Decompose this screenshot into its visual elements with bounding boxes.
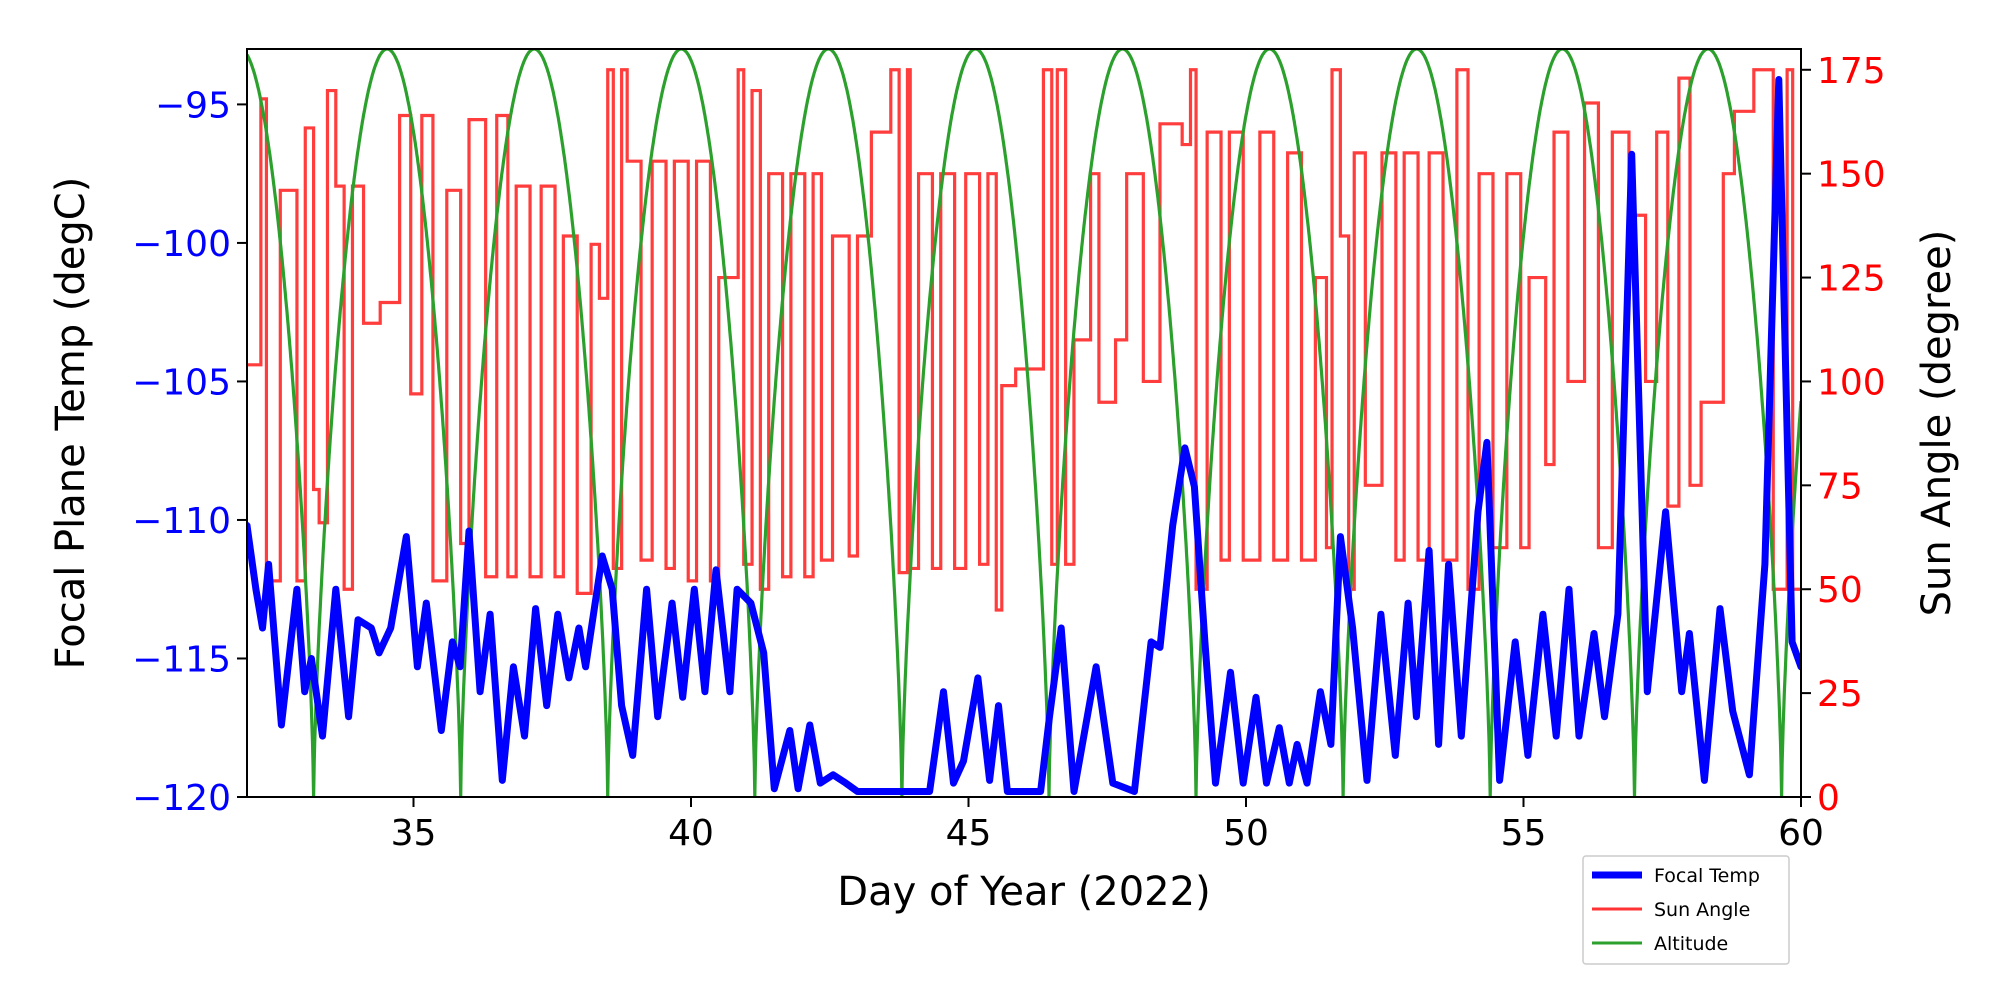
legend-label-sun: Sun Angle <box>1654 899 1750 921</box>
x-tick-label: 50 <box>1223 813 1269 854</box>
right-tick-label: 25 <box>1817 674 1863 715</box>
series-layer <box>247 49 1801 797</box>
x-tick-label: 35 <box>391 813 437 854</box>
right-tick-label: 125 <box>1817 259 1886 300</box>
right-tick-label: 0 <box>1817 778 1840 819</box>
x-tick-label: 45 <box>946 813 992 854</box>
legend-frame <box>1582 855 1790 965</box>
legend-label-altitude: Altitude <box>1654 933 1728 955</box>
x-axis-label: Day of Year (2022) <box>837 869 1210 915</box>
left-tick-label: −95 <box>155 85 231 126</box>
right-tick-label: 100 <box>1817 362 1886 403</box>
left-tick-label: −115 <box>132 639 231 680</box>
right-tick-label: 150 <box>1817 155 1886 196</box>
x-tick-label: 55 <box>1501 813 1547 854</box>
focal-temp-line <box>247 76 1801 795</box>
left-axis-label: Focal Plane Temp (degC) <box>48 177 94 670</box>
axes-layer: 35 40 45 50 55 60 −95 −100 −105 −110 −115 −120 175 15… <box>132 51 1886 854</box>
right-tick-label: 75 <box>1817 466 1863 507</box>
x-tick-label: 40 <box>668 813 714 854</box>
right-tick-label: 175 <box>1817 51 1886 92</box>
left-tick-label: −100 <box>132 224 231 265</box>
legend-label-focal: Focal Temp <box>1654 865 1760 887</box>
altitude-line <box>247 49 1801 797</box>
sun-angle-line <box>247 68 1801 612</box>
legend: Focal Temp Sun Angle Altitude <box>1582 855 1790 965</box>
left-tick-label: −105 <box>132 362 231 403</box>
right-axis-label: Sun Angle (degree) <box>1914 230 1960 617</box>
left-tick-label: −120 <box>132 778 231 819</box>
plot-frame <box>246 48 1802 798</box>
left-tick-label: −110 <box>132 501 231 542</box>
right-tick-label: 50 <box>1817 570 1863 611</box>
x-tick-label: 60 <box>1778 813 1824 854</box>
